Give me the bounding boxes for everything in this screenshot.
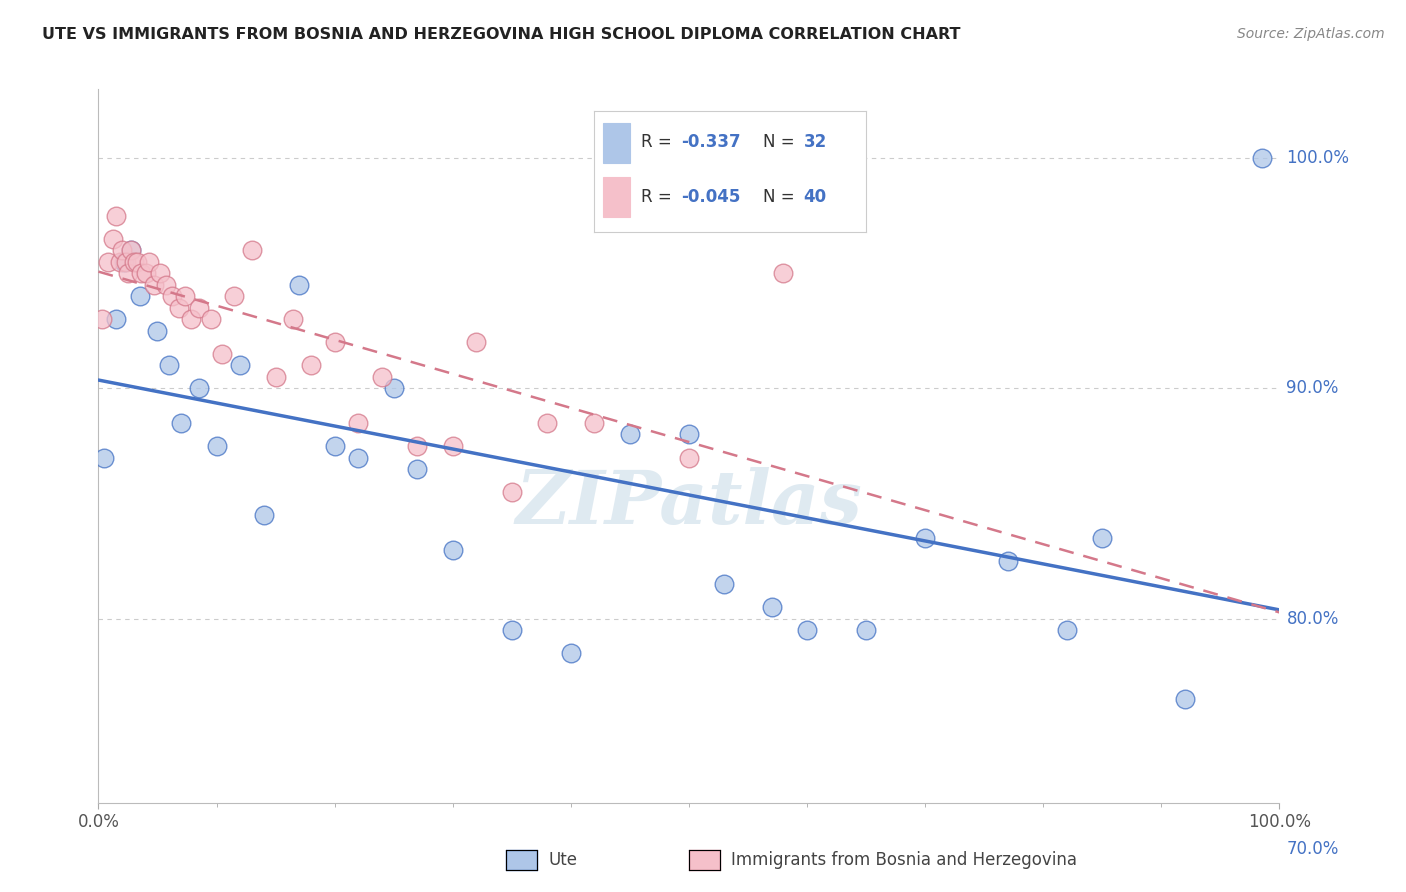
Point <box>127 255 149 269</box>
Text: ZIPatlas: ZIPatlas <box>516 467 862 540</box>
Point <box>211 347 233 361</box>
Point <box>108 255 131 269</box>
Text: 70.0%: 70.0% <box>1286 840 1339 858</box>
Point <box>167 301 190 315</box>
Point <box>299 359 322 373</box>
Point <box>1174 692 1197 706</box>
Text: N =: N = <box>763 187 800 206</box>
Point <box>205 439 228 453</box>
Point <box>138 255 160 269</box>
Point <box>101 232 124 246</box>
Point <box>128 289 150 303</box>
Point <box>914 531 936 545</box>
Point <box>117 266 139 280</box>
Point <box>347 416 370 430</box>
Point <box>501 485 523 500</box>
Point <box>122 255 145 269</box>
Point <box>619 427 641 442</box>
Text: 80.0%: 80.0% <box>1286 609 1339 628</box>
Point <box>855 623 877 637</box>
Point <box>678 427 700 442</box>
Text: Ute: Ute <box>548 851 578 869</box>
Point <box>170 416 193 430</box>
Point <box>160 289 183 303</box>
Point <box>180 312 202 326</box>
Point <box>441 439 464 453</box>
Point <box>583 416 606 430</box>
Point <box>114 255 136 269</box>
Point <box>240 244 263 258</box>
Point <box>772 266 794 280</box>
Bar <box>603 123 630 162</box>
Point <box>146 324 169 338</box>
Point <box>371 370 394 384</box>
Point <box>91 312 114 326</box>
Point <box>187 381 209 395</box>
Text: 90.0%: 90.0% <box>1286 379 1339 398</box>
Text: R =: R = <box>641 133 676 151</box>
Point <box>93 450 115 465</box>
Point <box>155 277 177 292</box>
Text: -0.045: -0.045 <box>682 187 741 206</box>
Point <box>142 277 165 292</box>
Point <box>323 335 346 350</box>
Point <box>105 312 128 326</box>
Point <box>121 244 143 258</box>
Point <box>173 289 195 303</box>
Text: 100.0%: 100.0% <box>1286 149 1350 168</box>
Point <box>229 359 252 373</box>
Point <box>157 359 180 373</box>
Text: 40: 40 <box>804 187 827 206</box>
Point <box>997 554 1019 568</box>
Point <box>536 416 558 430</box>
Text: R =: R = <box>641 187 676 206</box>
Point <box>713 577 735 591</box>
Point <box>678 450 700 465</box>
Point <box>224 289 246 303</box>
Point <box>1056 623 1078 637</box>
Point <box>347 450 370 465</box>
Point <box>121 244 143 258</box>
Point <box>406 462 429 476</box>
Point <box>187 301 209 315</box>
Text: Immigrants from Bosnia and Herzegovina: Immigrants from Bosnia and Herzegovina <box>731 851 1077 869</box>
Point <box>501 623 523 637</box>
Point <box>560 646 582 660</box>
Point <box>465 335 488 350</box>
Point <box>441 542 464 557</box>
Point <box>112 255 135 269</box>
Point <box>111 244 134 258</box>
Point <box>1091 531 1114 545</box>
Point <box>135 266 157 280</box>
Text: 32: 32 <box>804 133 827 151</box>
Point <box>264 370 287 384</box>
Point <box>97 255 120 269</box>
Point <box>283 312 305 326</box>
Point <box>253 508 276 522</box>
Point <box>129 266 152 280</box>
Point <box>200 312 222 326</box>
Point <box>288 277 311 292</box>
Text: -0.337: -0.337 <box>682 133 741 151</box>
Point <box>796 623 818 637</box>
Bar <box>603 178 630 218</box>
Point <box>323 439 346 453</box>
Point <box>1250 151 1272 165</box>
Text: UTE VS IMMIGRANTS FROM BOSNIA AND HERZEGOVINA HIGH SCHOOL DIPLOMA CORRELATION CH: UTE VS IMMIGRANTS FROM BOSNIA AND HERZEG… <box>42 27 960 42</box>
Text: Source: ZipAtlas.com: Source: ZipAtlas.com <box>1237 27 1385 41</box>
Point <box>406 439 429 453</box>
Point <box>149 266 172 280</box>
Point <box>382 381 405 395</box>
Point <box>761 600 783 615</box>
Point <box>105 209 128 223</box>
Text: N =: N = <box>763 133 800 151</box>
